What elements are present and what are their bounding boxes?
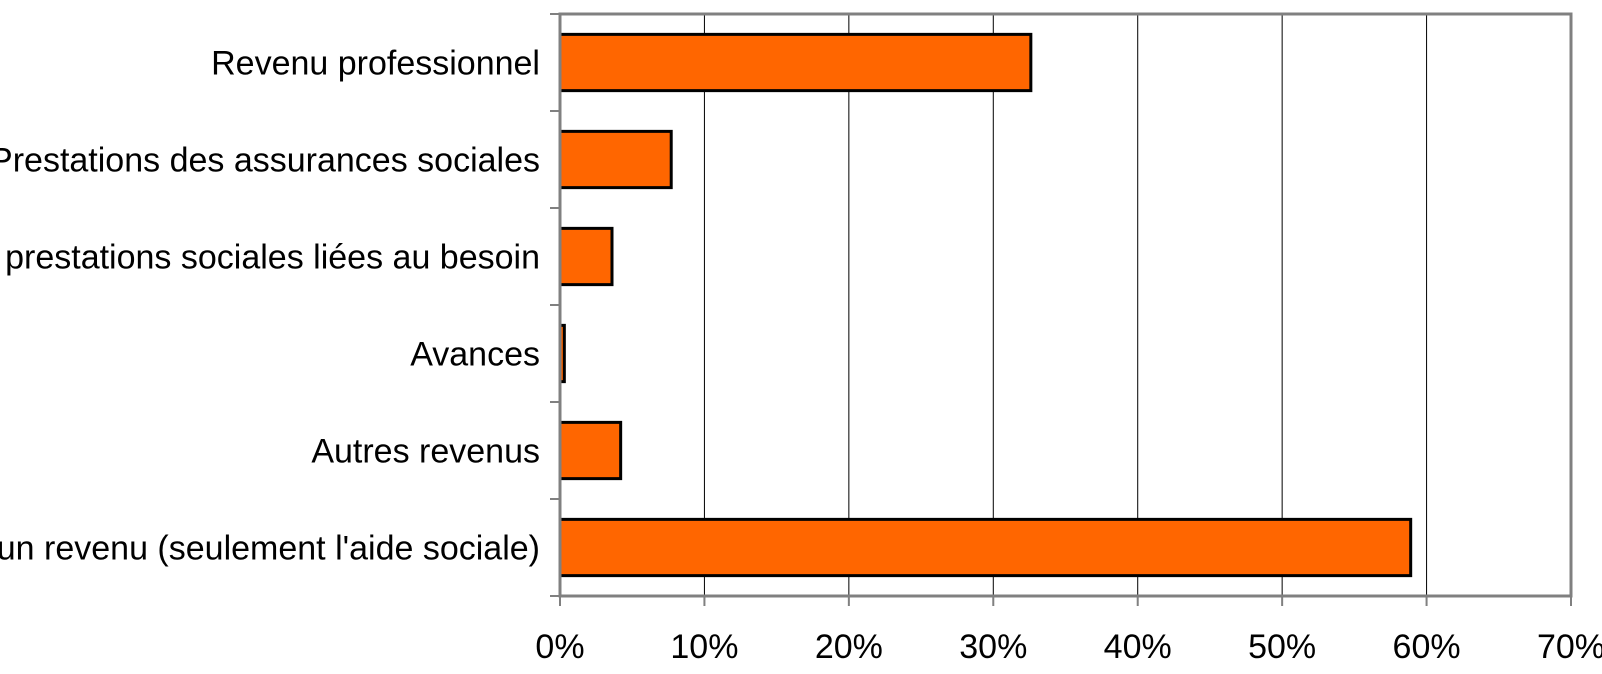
x-tick-label: 70% [1537, 628, 1602, 666]
x-tick-labels: 0% 10% 20% 30% 40% 50% 60% 70% [535, 628, 1602, 666]
category-label: Prestations des assurances sociales [0, 142, 540, 180]
category-label: Autres revenus [311, 433, 540, 471]
category-label: Aucun revenu (seulement l'aide sociale) [0, 530, 540, 568]
x-tick-label: 10% [670, 628, 738, 666]
x-tick-label: 0% [535, 628, 584, 666]
gridlines [703, 14, 1428, 596]
x-tick-label: 30% [959, 628, 1027, 666]
x-tick-label: 20% [815, 628, 883, 666]
bars [558, 32, 1413, 578]
bar [558, 129, 673, 190]
x-tick-label: 60% [1393, 628, 1461, 666]
category-label: Avances [410, 336, 540, 374]
bar [558, 32, 1033, 93]
category-label: Autres prestations sociales liées au bes… [0, 239, 540, 277]
x-tick-label: 50% [1248, 628, 1316, 666]
bar [558, 420, 623, 481]
plot-area-frame [558, 12, 1573, 598]
category-labels: Revenu professionnel Prestations des assu… [0, 45, 540, 568]
category-label: Revenu professionnel [211, 45, 540, 83]
bar [558, 226, 614, 287]
x-tick-label: 40% [1104, 628, 1172, 666]
axes [550, 13, 1572, 606]
bar [558, 517, 1413, 578]
